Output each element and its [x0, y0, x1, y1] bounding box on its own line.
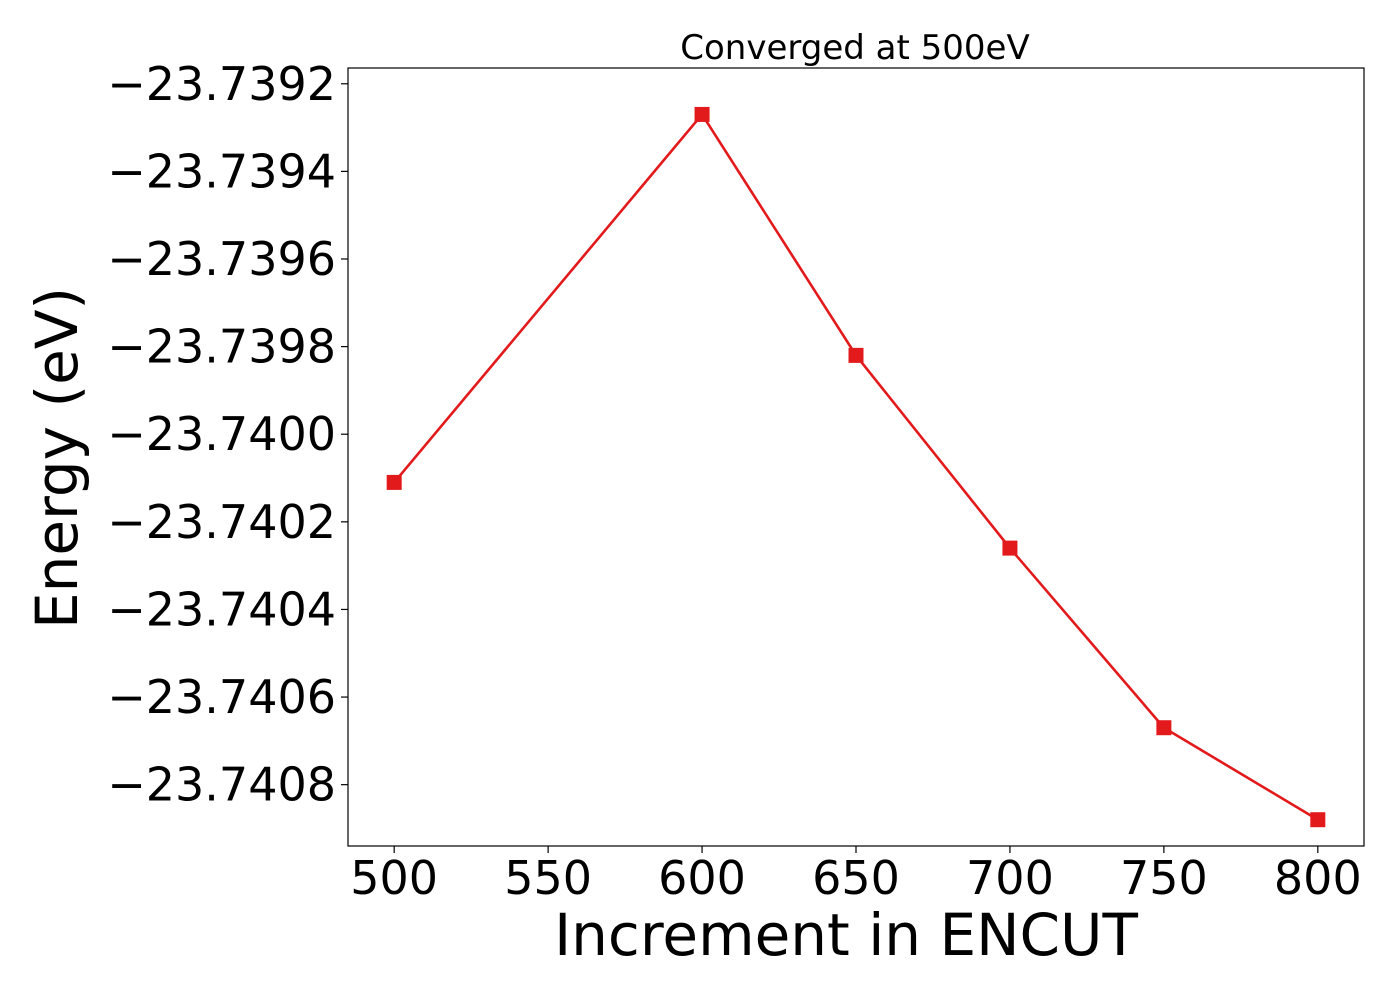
x-tick-label: 750 [1120, 851, 1208, 905]
y-axis-label: Energy (eV) [23, 287, 91, 629]
y-tick-label: −23.7408 [107, 758, 336, 812]
data-point-marker [1002, 540, 1018, 556]
series-line [393, 112, 1319, 821]
y-tick-label: −23.7394 [107, 144, 336, 198]
x-tick-label: 700 [966, 851, 1054, 905]
data-point-marker [1156, 720, 1172, 736]
data-point-marker [386, 474, 402, 490]
chart-title: Converged at 500eV [680, 28, 1029, 68]
y-tick-label: −23.7404 [107, 582, 336, 636]
x-axis-label: Increment in ENCUT [554, 901, 1138, 969]
y-tick-label: −23.7392 [107, 57, 336, 111]
y-tick-label: −23.7400 [107, 407, 336, 461]
y-tick-label: −23.7396 [107, 232, 336, 286]
y-tick-label: −23.7402 [107, 495, 336, 549]
x-tick-label: 650 [812, 851, 900, 905]
x-tick-label: 550 [504, 851, 592, 905]
data-point-marker [694, 106, 710, 122]
x-tick-label: 600 [658, 851, 746, 905]
y-tick-label: −23.7406 [107, 670, 336, 724]
x-tick-label: 500 [350, 851, 438, 905]
plot-area: 500 550 600 650 700 750 800 −23.7392 −23.7394 −23… [107, 57, 1365, 905]
x-tick-label: 800 [1274, 851, 1362, 905]
y-tick-label: −23.7398 [107, 320, 336, 374]
data-point-marker [848, 347, 864, 363]
data-point-marker [1310, 812, 1326, 828]
